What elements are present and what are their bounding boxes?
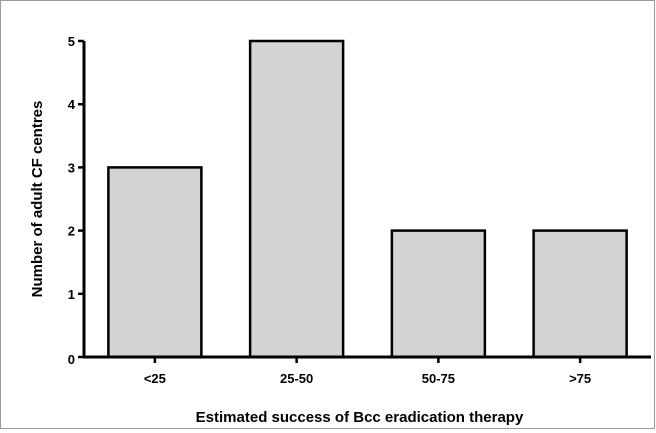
- bar: [532, 229, 628, 359]
- bar: [248, 39, 345, 359]
- y-tick-label: 2: [68, 224, 75, 239]
- x-tick-label: <25: [144, 371, 166, 386]
- x-tick-label: 50-75: [422, 371, 455, 386]
- y-tick-label: 1: [68, 287, 75, 302]
- y-axis-title: Number of adult CF centres: [29, 101, 46, 298]
- bar: [107, 166, 203, 359]
- x-axis-ticks: <25 25-50 50-75 >75: [144, 357, 591, 386]
- x-axis-title: Estimated success of Bcc eradication the…: [196, 409, 524, 426]
- y-axis-ticks: 0 1 2 3 4 5: [68, 34, 84, 367]
- x-tick-label: >75: [569, 371, 591, 386]
- x-tick-label: 25-50: [280, 371, 313, 386]
- bar: [390, 229, 487, 359]
- bars: [107, 39, 628, 359]
- y-tick-label: 0: [68, 352, 75, 367]
- y-tick-label: 3: [68, 160, 75, 175]
- y-tick-label: 5: [68, 34, 75, 49]
- y-tick-label: 4: [68, 97, 76, 112]
